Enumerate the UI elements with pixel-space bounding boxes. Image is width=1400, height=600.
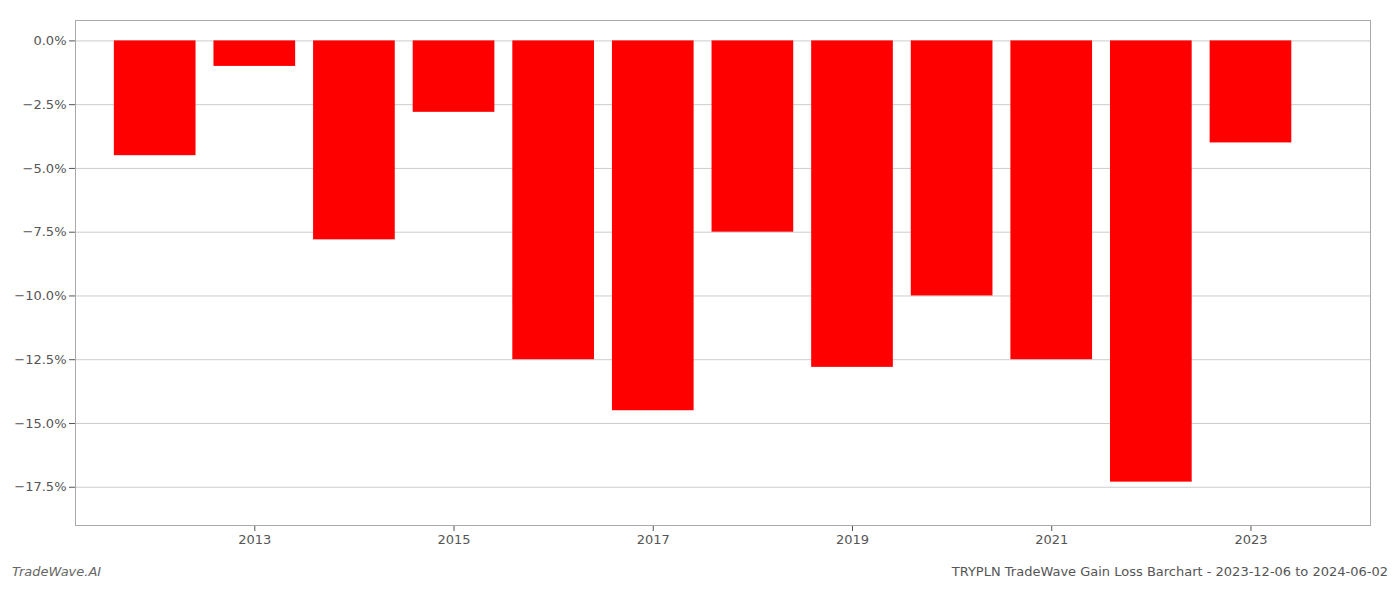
- svg-text:−7.5%: −7.5%: [23, 224, 67, 239]
- svg-text:2013: 2013: [238, 532, 271, 547]
- html-text:TradeWave.AI: TradeWave.AI: [12, 564, 102, 579]
- svg-text:−2.5%: −2.5%: [23, 97, 67, 112]
- svg-text:−10.0%: −10.0%: [14, 288, 66, 303]
- svg-text:−12.5%: −12.5%: [14, 352, 66, 367]
- svg-text:2019: 2019: [836, 532, 869, 547]
- svg-text:2015: 2015: [437, 532, 470, 547]
- svg-text:2021: 2021: [1035, 532, 1068, 547]
- svg-text:2023: 2023: [1234, 532, 1267, 547]
- svg-text:2017: 2017: [637, 532, 670, 547]
- svg-text:0.0%: 0.0%: [33, 33, 66, 48]
- svg-text:−17.5%: −17.5%: [14, 479, 66, 494]
- html-text:TRYPLN TradeWave Gain Loss Bar: TRYPLN TradeWave Gain Loss Barchart - 20…: [951, 564, 1388, 579]
- svg-text:−15.0%: −15.0%: [14, 416, 66, 431]
- svg-text:−5.0%: −5.0%: [23, 161, 67, 176]
